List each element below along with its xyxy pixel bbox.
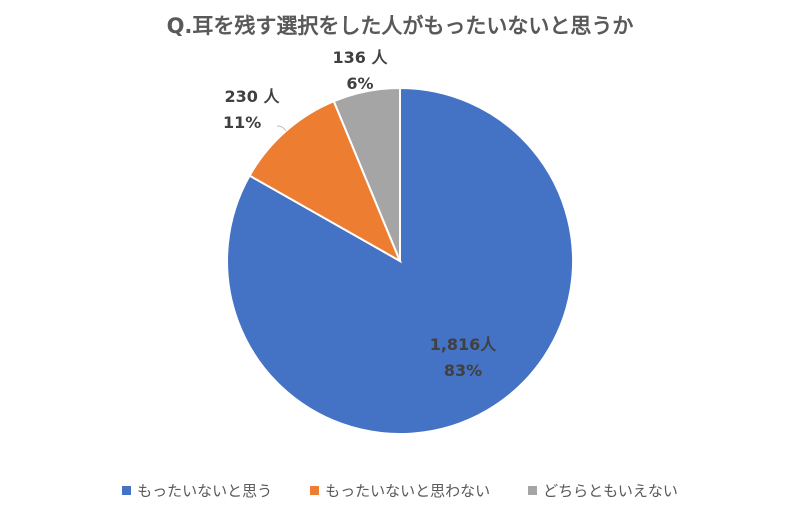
data-label-orange: 230 人 11% [217, 84, 287, 136]
slice-mottainai-to-omowanai[interactable] [248, 99, 403, 264]
data-label-gray: 136 人 6% [325, 45, 395, 97]
leader-line [276, 125, 287, 132]
data-label-count: 1,816人 [429, 335, 497, 354]
legend-label: もったいないと思わない [325, 482, 491, 500]
legend-label: どちらともいえない [543, 482, 678, 500]
data-label-blue: 1,816人 83% [418, 332, 508, 384]
legend-swatch-orange [310, 486, 320, 495]
legend-item-dochiratomo-ienai[interactable]: どちらともいえない [528, 480, 678, 501]
legend-label: もったいないと思う [137, 482, 273, 500]
legend-swatch-blue [122, 486, 132, 495]
slice-dochiratomo-ienai[interactable] [332, 86, 401, 262]
legend-swatch-gray [528, 486, 538, 495]
data-label-percent: 6% [346, 74, 374, 93]
data-label-count: 136 人 [332, 48, 388, 67]
data-label-count: 230 人 [224, 87, 280, 106]
chart-title: Q.耳を残す選択をした人がもったいないと思うか [166, 14, 634, 38]
data-label-percent: 83% [443, 361, 483, 380]
chart-legend: もったいないと思う もったいないと思わない どちらともいえない [0, 480, 800, 501]
legend-item-mottainai-to-omou[interactable]: もったいないと思う [122, 480, 272, 501]
data-label-percent: 11% [223, 113, 262, 132]
legend-item-mottainai-to-omowanai[interactable]: もったいないと思わない [310, 480, 490, 501]
